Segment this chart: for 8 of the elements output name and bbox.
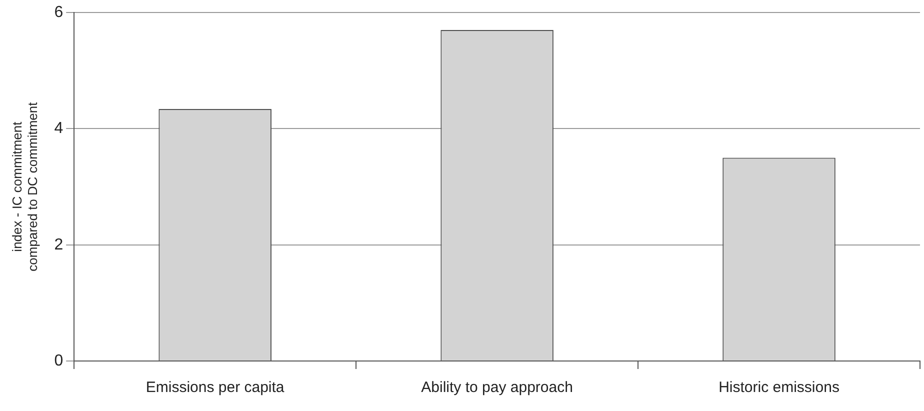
x-tick-label: Historic emissions [718,379,840,396]
y-tick-label: 2 [54,236,64,254]
y-tick-label: 0 [54,352,64,370]
x-tick-label: Ability to pay approach [421,379,573,396]
y-tick-label: 4 [54,120,64,138]
y-tick-label: 6 [54,4,64,22]
y-axis-title: index - IC commitment compared to DC commitment [9,102,40,272]
x-tick-label: Emissions per capita [146,379,285,396]
